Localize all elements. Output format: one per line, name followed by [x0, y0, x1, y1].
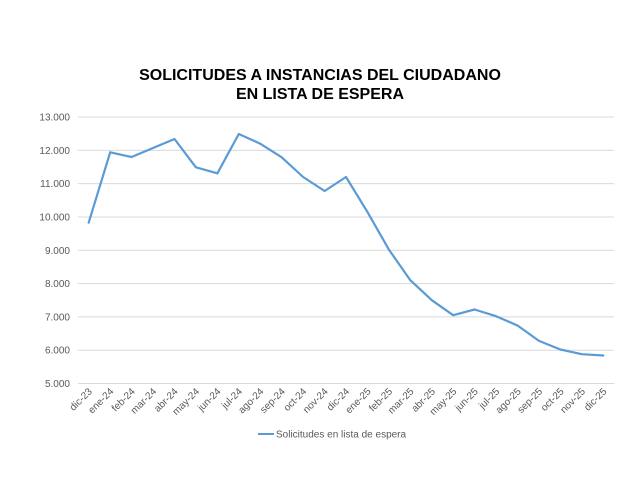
data-point	[152, 146, 155, 149]
data-point	[409, 279, 412, 282]
y-tick-label: 13.000	[39, 113, 70, 124]
y-tick-label: 12.000	[39, 146, 70, 157]
data-point	[495, 315, 498, 318]
x-tick-label: dic-25	[582, 386, 609, 413]
chart-title-line-1: SOLICITUDES A INSTANCIAS DEL CIUDADANO	[139, 67, 501, 84]
y-tick-label: 8.000	[45, 279, 70, 290]
data-point	[387, 248, 390, 251]
data-point	[194, 166, 197, 169]
data-point	[473, 308, 476, 311]
chart-title-line-2: EN LISTA DE ESPERA	[235, 86, 405, 103]
data-point	[109, 151, 112, 154]
data-point	[580, 353, 583, 356]
y-tick-label: 10.000	[39, 212, 70, 223]
x-axis-ticks: dic-23ene-24feb-24mar-24abr-24may-24jun-…	[68, 386, 610, 418]
x-tick-label: sep-24	[258, 386, 288, 416]
y-axis-ticks: 5.000 6.000 7.000 8.000 9.000 10.000 11.000 12.…	[39, 113, 70, 391]
legend-label: Solicitudes en lista de espera	[276, 430, 407, 441]
data-point	[559, 348, 562, 351]
data-point	[173, 137, 176, 140]
data-point	[602, 354, 605, 357]
data-point	[516, 324, 519, 327]
y-tick-label: 6.000	[45, 346, 70, 357]
x-tick-label: nov-25	[559, 386, 589, 416]
data-point	[430, 299, 433, 302]
data-point	[130, 155, 133, 158]
y-tick-label: 9.000	[45, 246, 70, 257]
x-tick-label: jun-25	[453, 386, 481, 414]
y-tick-label: 7.000	[45, 312, 70, 323]
data-point	[302, 175, 305, 178]
y-tick-label: 5.000	[45, 379, 70, 390]
data-point	[87, 221, 90, 224]
data-point	[280, 156, 283, 159]
data-point	[323, 189, 326, 192]
series-line	[87, 132, 605, 357]
gridlines	[78, 116, 614, 384]
x-tick-label: nov-24	[301, 386, 331, 416]
chart-title: SOLICITUDES A INSTANCIAS DEL CIUDADANO E…	[0, 66, 640, 104]
data-point	[237, 132, 240, 135]
x-tick-label: jun-24	[195, 386, 223, 414]
x-tick-label: sep-25	[516, 386, 546, 416]
y-tick-label: 11.000	[40, 179, 70, 190]
series-layer	[87, 132, 605, 357]
data-point	[216, 172, 219, 175]
data-point	[537, 339, 540, 342]
data-point	[366, 210, 369, 213]
legend: Solicitudes en lista de espera	[258, 430, 407, 441]
data-point	[452, 314, 455, 317]
data-point	[259, 142, 262, 145]
data-point	[345, 175, 347, 178]
